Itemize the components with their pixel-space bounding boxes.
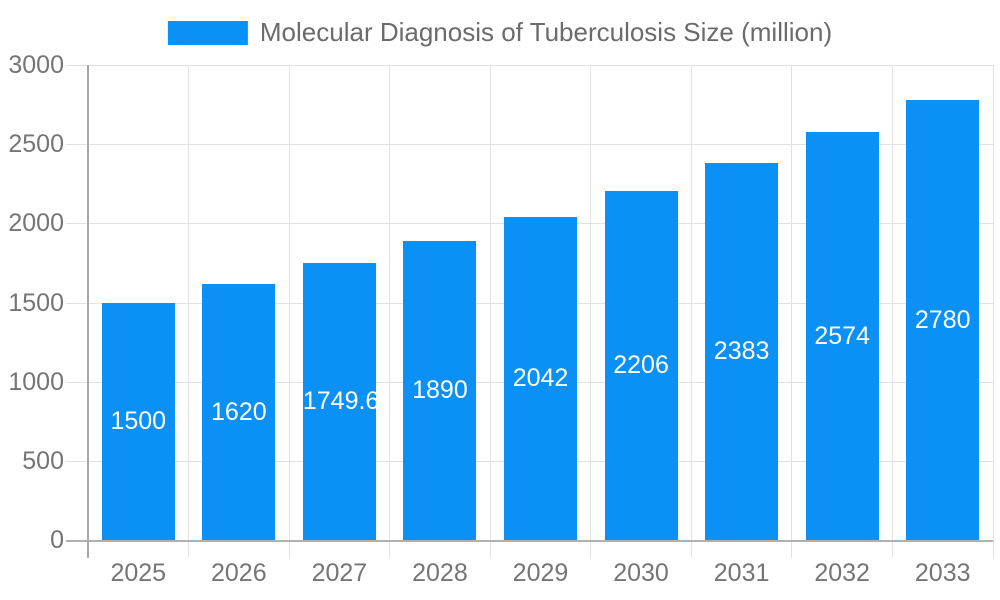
x-tick-label: 2027 (311, 559, 368, 587)
v-gridline (590, 65, 592, 558)
legend-label: Molecular Diagnosis of Tuberculosis Size… (259, 17, 833, 47)
y-tick-label: 1000 (8, 367, 64, 396)
bar-value-label: 1620 (211, 397, 267, 426)
v-gridline (891, 65, 893, 558)
y-tick-label: 2000 (8, 209, 64, 238)
y-axis-line (87, 65, 89, 558)
bar-value-label: 2574 (814, 322, 870, 351)
bar-value-label: 2780 (914, 305, 971, 334)
bar-value-label: 1890 (412, 376, 468, 405)
x-tick-label: 2025 (110, 559, 167, 587)
v-gridline (791, 65, 793, 558)
bar-2025[interactable]: 1500 (101, 302, 175, 540)
y-tick-label: 1500 (8, 288, 64, 317)
v-gridline (489, 65, 491, 558)
y-tick-label: 0 (50, 526, 64, 554)
x-tick-label: 2033 (914, 559, 971, 587)
bar-2031[interactable]: 2383 (705, 162, 779, 540)
h-gridline (66, 65, 993, 66)
y-tick-label: 500 (22, 446, 64, 475)
x-tick-label: 2028 (412, 559, 468, 587)
bar-2032[interactable]: 2574 (805, 132, 879, 540)
plot-area: 1500 1620 1749.6 1890 2042 2206 2383 2574 2780 (66, 65, 994, 558)
bar-2026[interactable]: 1620 (202, 283, 276, 540)
y-tick-label: 3000 (8, 51, 64, 79)
x-tick-label: 2026 (211, 559, 267, 587)
x-tick-label: 2030 (613, 559, 669, 587)
x-tick-label: 2031 (713, 559, 770, 587)
x-axis-line (66, 540, 993, 542)
bar-value-label: 1500 (110, 407, 167, 436)
bar-value-label: 2383 (713, 337, 770, 366)
bar-2027[interactable]: 1749.6 (302, 262, 380, 540)
legend-item[interactable]: Molecular Diagnosis of Tuberculosis Size… (167, 17, 833, 48)
v-gridline (188, 65, 190, 558)
bar-2033[interactable]: 2780 (906, 99, 980, 540)
y-tick-label: 2500 (8, 130, 64, 159)
bar-2029[interactable]: 2042 (504, 216, 577, 540)
bar-value-label: 1749.6 (302, 387, 380, 416)
bar-value-label: 2206 (613, 351, 669, 380)
h-gridline (66, 144, 993, 146)
bar-2030[interactable]: 2206 (604, 190, 678, 540)
v-gridline (389, 65, 391, 558)
bar-2028[interactable]: 1890 (403, 240, 477, 540)
x-tick-label: 2032 (814, 559, 870, 587)
x-tick-label: 2029 (512, 559, 569, 587)
v-gridline (690, 65, 692, 558)
v-gridline (992, 65, 994, 558)
v-gridline (288, 65, 290, 558)
bar-value-label: 2042 (512, 364, 569, 393)
legend-swatch (167, 20, 248, 45)
